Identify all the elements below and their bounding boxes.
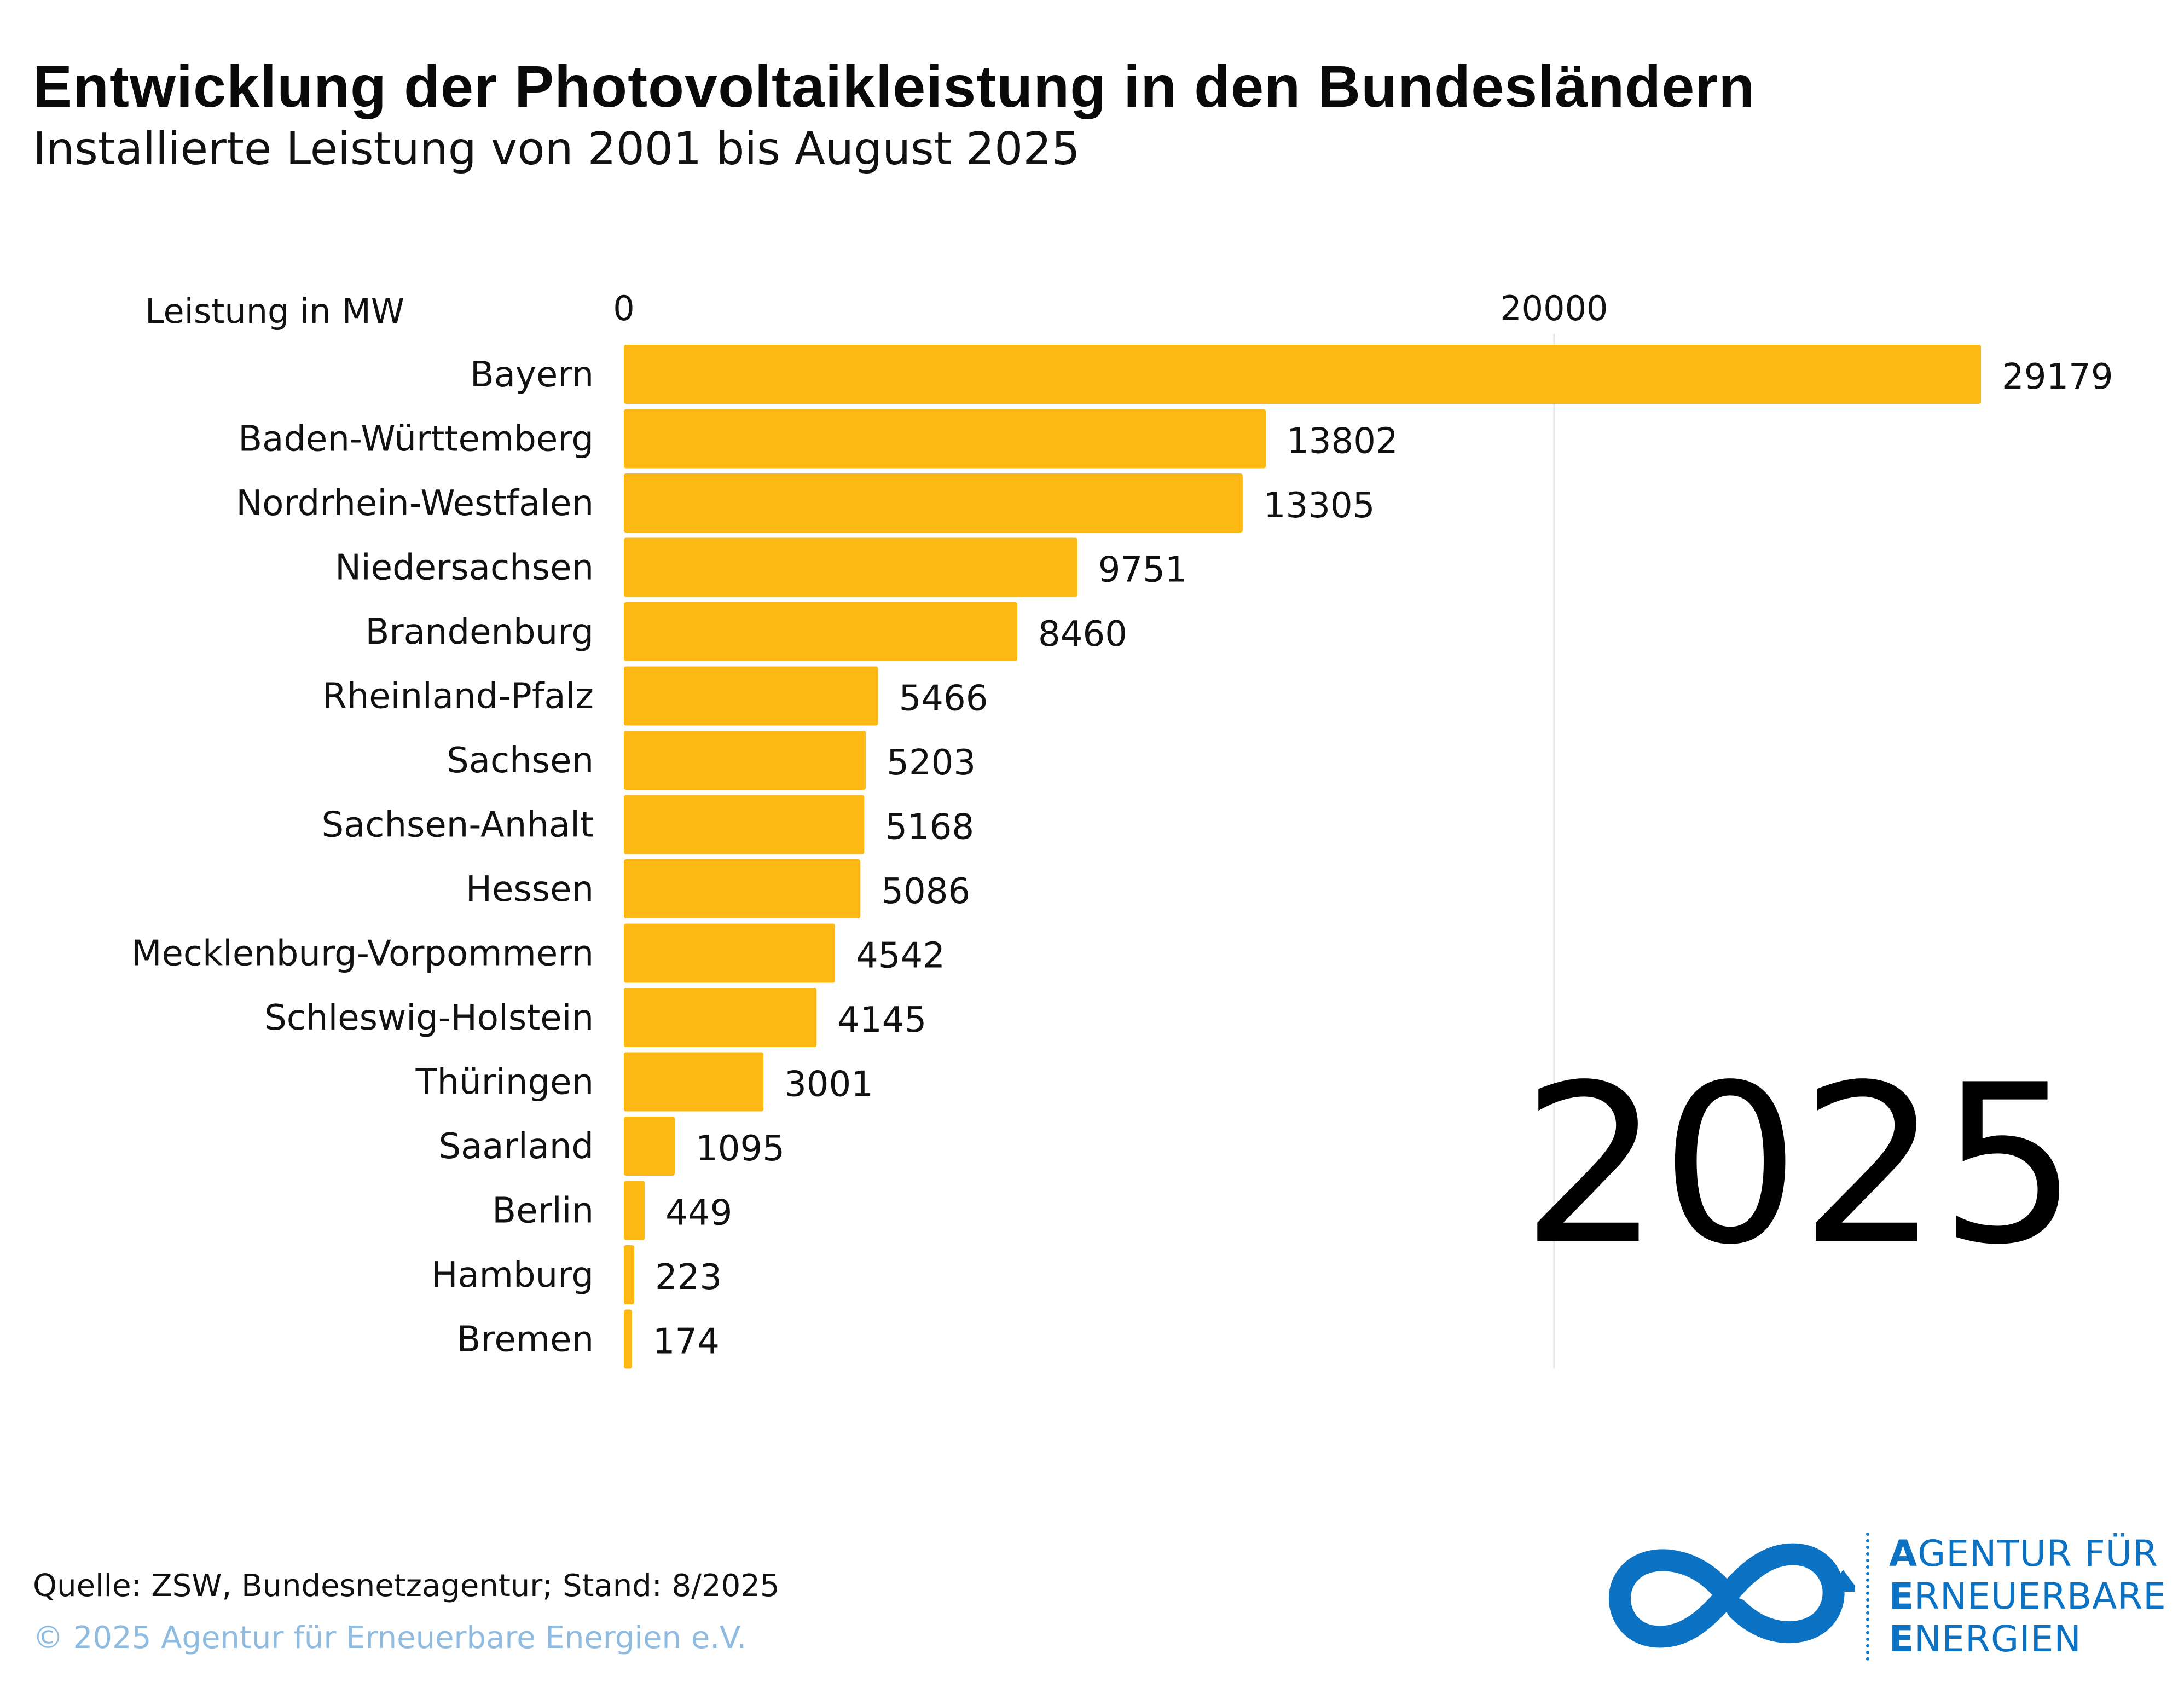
category-label-2: Nordrhein-Westfalen <box>236 483 594 524</box>
bar-4 <box>624 602 1018 661</box>
value-label-13: 449 <box>665 1193 732 1234</box>
category-label-15: Bremen <box>457 1320 594 1360</box>
bar-0 <box>624 345 1981 404</box>
value-label-9: 4542 <box>856 936 945 976</box>
x-tick-label-1: 20000 <box>1500 288 1608 328</box>
value-label-4: 8460 <box>1038 614 1127 655</box>
logo-line-3-initial: E <box>1889 1618 1915 1660</box>
bar-15 <box>624 1309 632 1369</box>
value-label-14: 223 <box>655 1257 722 1298</box>
infinity-logo-icon <box>1609 1543 1859 1648</box>
value-label-15: 174 <box>653 1322 720 1362</box>
bar-chart: Leistung in MW 0 20000 Bayern 29179 Baden-Wür… <box>131 288 2113 1369</box>
bar-12 <box>624 1117 675 1176</box>
logo-line-2: ERNEUERBARE <box>1889 1575 2166 1618</box>
value-label-7: 5168 <box>885 807 974 848</box>
category-label-12: Saarland <box>438 1126 594 1167</box>
bar-7 <box>624 795 865 854</box>
value-label-3: 9751 <box>1098 550 1187 591</box>
category-label-14: Hamburg <box>431 1255 594 1296</box>
logo-line-3: ENERGIEN <box>1889 1618 2166 1661</box>
logo-line-1-initial: A <box>1889 1533 1918 1575</box>
bar-6 <box>624 731 866 790</box>
value-label-0: 29179 <box>2002 357 2113 397</box>
bar-9 <box>624 923 836 983</box>
logo-line-1-rest: GENTUR FÜR <box>1917 1533 2158 1575</box>
bar-1 <box>624 409 1266 469</box>
logo-wordmark: AGENTUR FÜR ERNEUERBARE ENERGIEN <box>1866 1533 2166 1661</box>
bar-8 <box>624 859 861 918</box>
value-label-6: 5203 <box>887 743 976 783</box>
value-label-5: 5466 <box>899 679 988 719</box>
value-label-12: 1095 <box>696 1129 785 1169</box>
x-tick-label-0: 0 <box>613 288 634 328</box>
category-label-3: Niedersachsen <box>335 548 594 588</box>
logo-line-3-rest: NERGIEN <box>1914 1618 2082 1660</box>
category-label-11: Thüringen <box>415 1062 594 1103</box>
bar-5 <box>624 666 878 726</box>
bar-10 <box>624 988 817 1047</box>
logo-line-2-rest: RNEUERBARE <box>1914 1575 2166 1617</box>
category-label-4: Brandenburg <box>365 612 594 652</box>
category-label-6: Sachsen <box>447 741 594 781</box>
category-label-0: Bayern <box>470 355 594 395</box>
aee-logo: AGENTUR FÜR ERNEUERBARE ENERGIEN <box>1598 1527 2167 1669</box>
value-label-2: 13305 <box>1264 485 1375 526</box>
category-label-1: Baden-Württemberg <box>238 419 594 460</box>
value-label-11: 3001 <box>784 1065 873 1105</box>
bar-2 <box>624 473 1243 533</box>
bar-13 <box>624 1181 645 1240</box>
category-label-13: Berlin <box>492 1191 594 1232</box>
category-label-8: Hessen <box>466 869 594 910</box>
source-note: Quelle: ZSW, Bundesnetzagentur; Stand: 8… <box>33 1568 780 1604</box>
year-label: 2025 <box>1521 1038 2078 1293</box>
value-label-10: 4145 <box>837 1000 926 1040</box>
category-label-10: Schleswig-Holstein <box>264 998 594 1038</box>
chart-title: Entwicklung der Photovoltaikleistung in … <box>33 53 1756 119</box>
bar-3 <box>624 537 1077 597</box>
logo-line-1: AGENTUR FÜR <box>1889 1533 2166 1575</box>
category-label-9: Mecklenburg-Vorpommern <box>131 934 594 974</box>
x-axis-label: Leistung in MW <box>145 291 404 331</box>
bar-14 <box>624 1245 634 1304</box>
category-label-7: Sachsen-Anhalt <box>321 805 594 846</box>
chart-subtitle: Installierte Leistung von 2001 bis Augus… <box>33 123 1080 175</box>
value-label-8: 5086 <box>881 871 970 912</box>
logo-line-2-initial: E <box>1889 1575 1915 1617</box>
category-label-5: Rheinland-Pfalz <box>322 677 594 717</box>
bar-11 <box>624 1052 764 1112</box>
copyright-note: © 2025 Agentur für Erneuerbare Energien … <box>33 1620 746 1656</box>
value-label-1: 13802 <box>1287 421 1398 462</box>
